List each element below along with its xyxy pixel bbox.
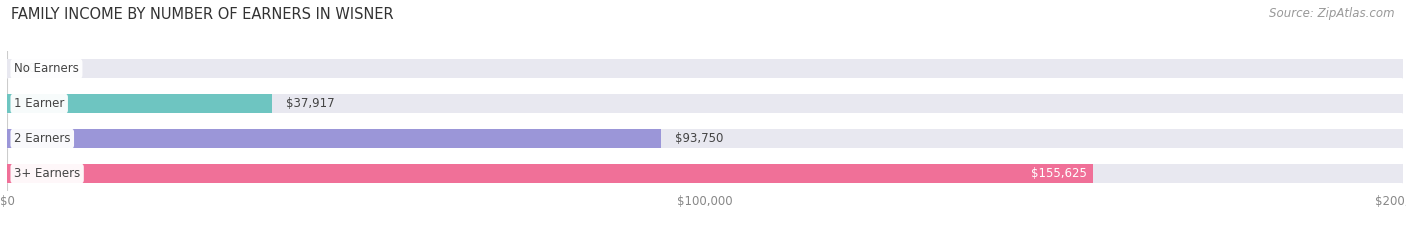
- Text: No Earners: No Earners: [14, 62, 79, 75]
- Text: 2 Earners: 2 Earners: [14, 132, 70, 145]
- Bar: [7, 129, 661, 148]
- Text: 3+ Earners: 3+ Earners: [14, 167, 80, 180]
- Text: $93,750: $93,750: [675, 132, 724, 145]
- Text: 1 Earner: 1 Earner: [14, 97, 65, 110]
- Bar: [7, 129, 1403, 148]
- Text: FAMILY INCOME BY NUMBER OF EARNERS IN WISNER: FAMILY INCOME BY NUMBER OF EARNERS IN WI…: [11, 7, 394, 22]
- Bar: [7, 59, 1403, 78]
- Bar: [7, 164, 1403, 183]
- Text: Source: ZipAtlas.com: Source: ZipAtlas.com: [1270, 7, 1395, 20]
- Bar: [7, 94, 271, 113]
- Text: $37,917: $37,917: [285, 97, 335, 110]
- Bar: [7, 94, 1403, 113]
- Text: $155,625: $155,625: [1031, 167, 1087, 180]
- Bar: [7, 164, 1094, 183]
- Text: $0: $0: [21, 62, 37, 75]
